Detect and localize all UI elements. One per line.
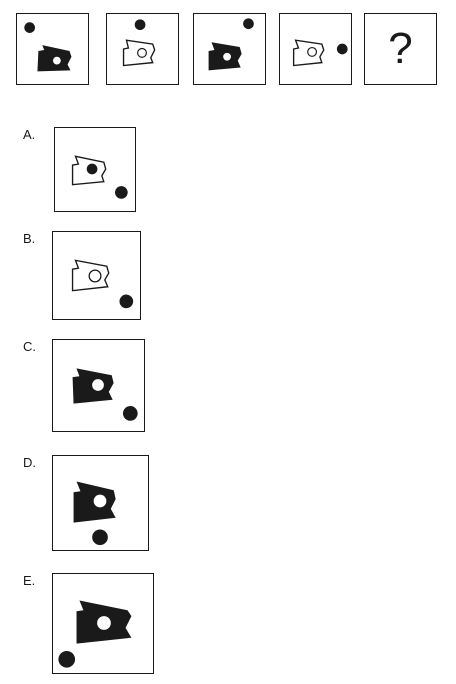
option-e-figure [58,600,132,668]
option-d-panel[interactable] [52,455,149,551]
panel-3-figure [208,18,254,71]
black-dot-icon [134,19,146,31]
sequence-panel-question: ? [364,13,437,85]
option-e-panel[interactable] [52,573,154,674]
inner-ring-icon [88,269,102,283]
option-d-figure [73,481,116,546]
black-dot-icon [119,294,134,309]
outline-polygon-icon [71,259,110,292]
outline-polygon-icon [122,39,156,67]
outline-polygon-icon [292,39,325,67]
option-a-panel[interactable] [54,127,136,212]
option-a-label: A. [23,127,36,142]
black-dot-icon [24,22,35,33]
sequence-panel-3 [193,13,266,85]
outline-polygon-icon [71,155,107,186]
black-dot-icon [92,529,108,546]
black-dot-icon [58,650,76,668]
black-dot-icon [115,186,128,199]
option-c-label: C. [23,339,36,354]
inner-hole-icon [93,494,107,508]
inner-hole-icon [92,379,104,391]
panel-2-figure [122,19,156,67]
option-b-figure [71,259,134,309]
inner-hole-icon [52,56,61,65]
panel-1-figure [24,22,72,72]
option-d-label: D. [23,455,36,470]
inner-hole-icon [97,616,111,630]
inner-ring-icon [137,47,147,58]
question-mark: ? [388,24,413,73]
panel-4-figure [292,39,348,67]
option-a-figure [71,155,128,199]
inner-dot-icon [86,163,98,175]
sequence-panel-4 [279,13,352,85]
option-b-label: B. [23,231,36,246]
sequence-panel-2 [106,13,179,85]
black-dot-icon [336,43,348,55]
black-dot-icon [122,406,138,421]
option-c-figure [72,368,138,421]
option-e-label: E. [23,573,36,588]
inner-hole-icon [223,52,231,61]
option-c-panel[interactable] [52,339,145,432]
sequence-panel-1 [16,13,89,85]
black-dot-icon [243,18,254,30]
inner-ring-icon [307,46,318,57]
option-b-panel[interactable] [52,231,141,320]
